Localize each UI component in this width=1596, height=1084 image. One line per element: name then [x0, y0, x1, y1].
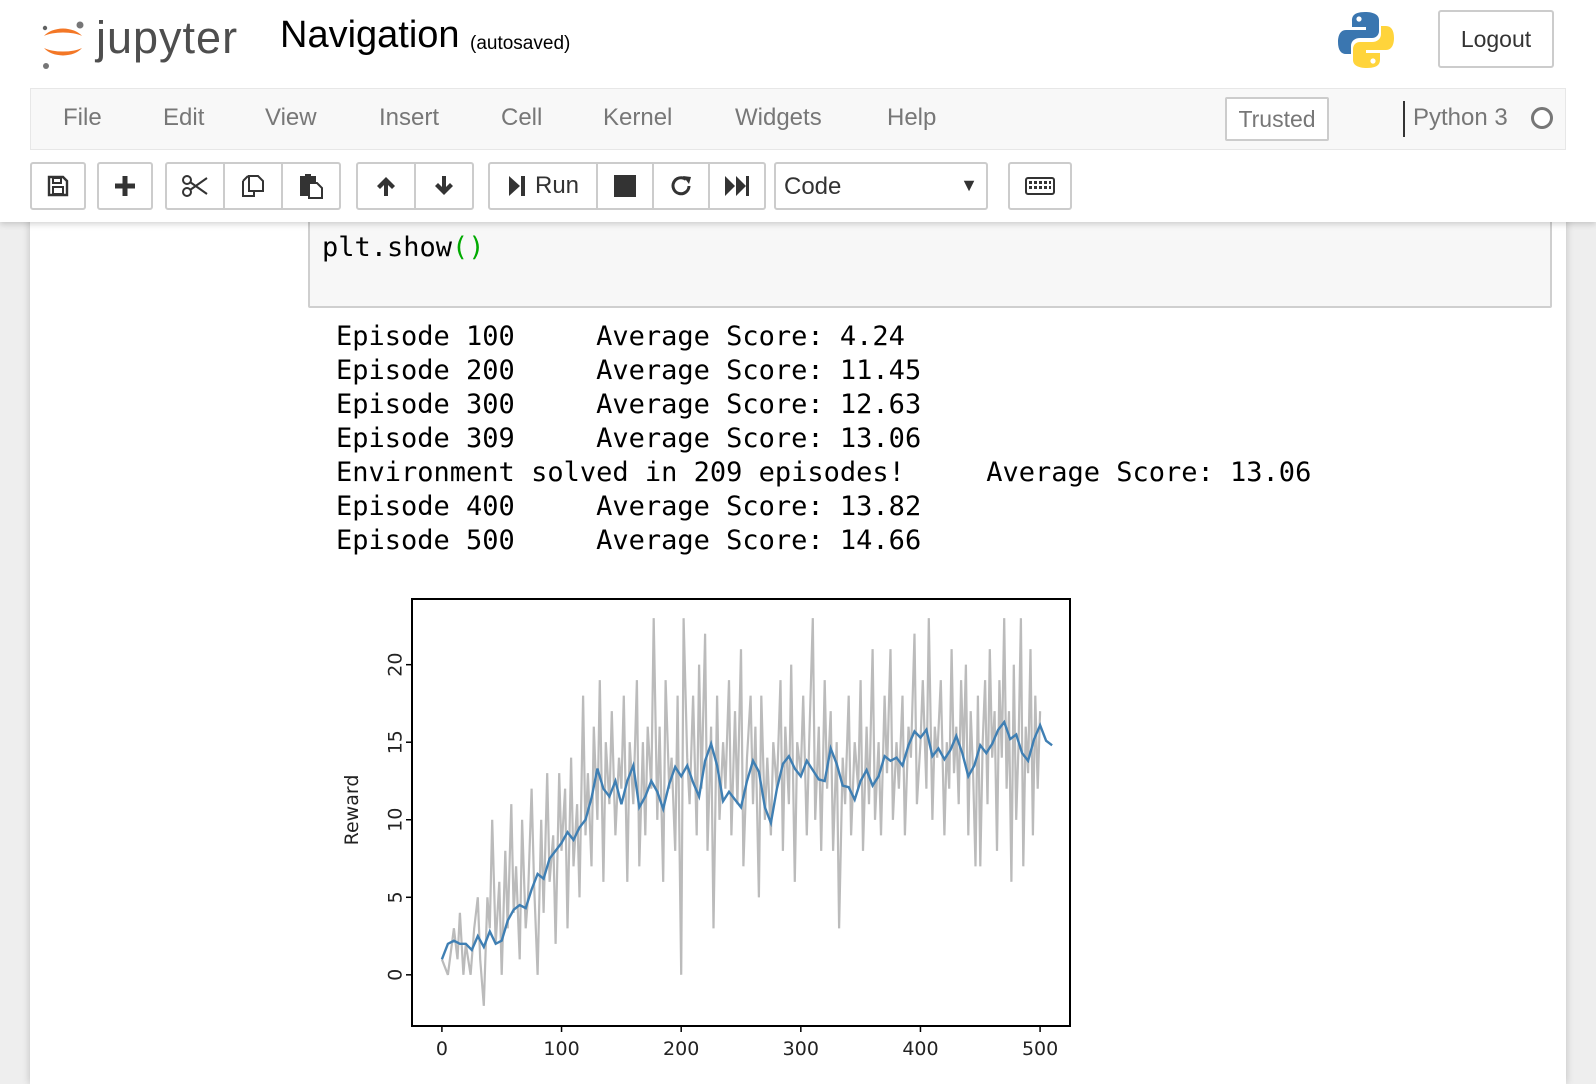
- notebook-name[interactable]: Navigation: [280, 14, 460, 56]
- menu-cell[interactable]: Cell: [501, 104, 543, 131]
- paste-button[interactable]: [281, 162, 341, 210]
- logout-button[interactable]: Logout: [1438, 10, 1554, 68]
- run-icon: [508, 176, 525, 196]
- output-line: Episode 400 Average Score: 13.82: [336, 491, 922, 522]
- code-line[interactable]: plt.show(): [322, 232, 485, 263]
- copy-button[interactable]: [223, 162, 283, 210]
- y-tick-label: 5: [385, 891, 407, 903]
- menu-file[interactable]: File: [63, 104, 102, 131]
- site-header: jupyter Navigation (autosaved) Logout Fi…: [0, 0, 1596, 222]
- output-line: Episode 500 Average Score: 14.66: [336, 525, 922, 556]
- chevron-down-icon: ▼: [960, 175, 978, 195]
- interrupt-button[interactable]: [596, 162, 654, 210]
- run-button[interactable]: Run: [488, 162, 598, 210]
- menu-view[interactable]: View: [265, 104, 317, 131]
- scissors-icon: [182, 175, 208, 197]
- checkpoint-status: (autosaved): [470, 33, 571, 54]
- cell-output: Episode 100 Average Score: 4.24 Episode 2…: [336, 320, 1311, 558]
- trusted-indicator[interactable]: Trusted: [1225, 97, 1329, 141]
- average-score-line: [440, 719, 1053, 960]
- jupyter-logo[interactable]: jupyter: [36, 10, 256, 72]
- toolbar-group-keyboard: [1008, 162, 1072, 210]
- arrow-down-icon: [435, 176, 453, 195]
- toolbar-group-move: [356, 162, 474, 210]
- menu-bar: File Edit View Insert Cell Kernel Widget…: [30, 88, 1566, 150]
- y-tick-label: 15: [385, 730, 407, 754]
- x-tick-label: 400: [902, 1038, 938, 1060]
- move-up-button[interactable]: [356, 162, 416, 210]
- y-tick-label: 0: [385, 969, 407, 981]
- x-tick-label: 200: [663, 1038, 699, 1060]
- output-line: Episode 200 Average Score: 11.45: [336, 355, 922, 386]
- fast-forward-icon: [725, 176, 749, 196]
- kernel-separator: [1403, 101, 1405, 137]
- jupyter-logo-icon: [42, 21, 84, 69]
- output-line: Episode 300 Average Score: 12.63: [336, 389, 922, 420]
- menu-insert[interactable]: Insert: [379, 104, 440, 131]
- restart-button[interactable]: [652, 162, 710, 210]
- y-tick-label: 10: [385, 808, 407, 832]
- toolbar-group-insert: [97, 162, 153, 210]
- cut-button[interactable]: [165, 162, 225, 210]
- plus-icon: [115, 176, 135, 196]
- x-tick-label: 500: [1022, 1038, 1058, 1060]
- output-line: Episode 100 Average Score: 4.24: [336, 321, 905, 352]
- copy-icon: [242, 175, 264, 197]
- x-tick-label: 100: [543, 1038, 579, 1060]
- y-tick-label: 20: [385, 653, 407, 677]
- menu-edit[interactable]: Edit: [163, 104, 205, 131]
- menu-kernel[interactable]: Kernel: [603, 104, 673, 131]
- save-button[interactable]: [30, 162, 86, 210]
- keyboard-icon: [1025, 177, 1055, 195]
- toolbar-group-edit: [165, 162, 341, 210]
- run-label: Run: [534, 172, 580, 199]
- insert-cell-button[interactable]: [97, 162, 153, 210]
- save-icon: [47, 175, 69, 197]
- output-line: Episode 309 Average Score: 13.06: [336, 423, 922, 454]
- x-tick-label: 300: [783, 1038, 819, 1060]
- menu-help[interactable]: Help: [887, 104, 937, 131]
- move-down-button[interactable]: [414, 162, 474, 210]
- restart-icon: [671, 176, 691, 196]
- jupyter-logo-text: jupyter: [96, 12, 239, 63]
- toolbar-group-run: Run: [488, 162, 766, 210]
- code-parens: (): [452, 232, 485, 263]
- restart-run-all-button[interactable]: [708, 162, 766, 210]
- y-axis-label: Reward: [341, 775, 363, 846]
- toolbar-group-save: [30, 162, 86, 210]
- menu-widgets[interactable]: Widgets: [735, 104, 822, 131]
- kernel-idle-icon: [1531, 107, 1553, 129]
- code-text: plt.show: [322, 232, 453, 263]
- plot-frame: [411, 598, 1071, 1027]
- stop-icon: [614, 175, 636, 197]
- cell-type-value: Code: [784, 173, 842, 200]
- paste-icon: [300, 174, 323, 199]
- cell-type-select[interactable]: Code ▼: [774, 162, 988, 210]
- kernel-name[interactable]: Python 3: [1413, 104, 1508, 131]
- reward-chart: 0 100 200 300 400 500 0 5 10 15 20 Reward: [341, 598, 1071, 1060]
- x-tick-label: 0: [436, 1038, 448, 1060]
- command-palette-button[interactable]: [1008, 162, 1072, 210]
- python-logo-icon: [1338, 12, 1394, 68]
- output-line: Environment solved in 209 episodes! Aver…: [336, 457, 1312, 488]
- arrow-up-icon: [377, 177, 395, 196]
